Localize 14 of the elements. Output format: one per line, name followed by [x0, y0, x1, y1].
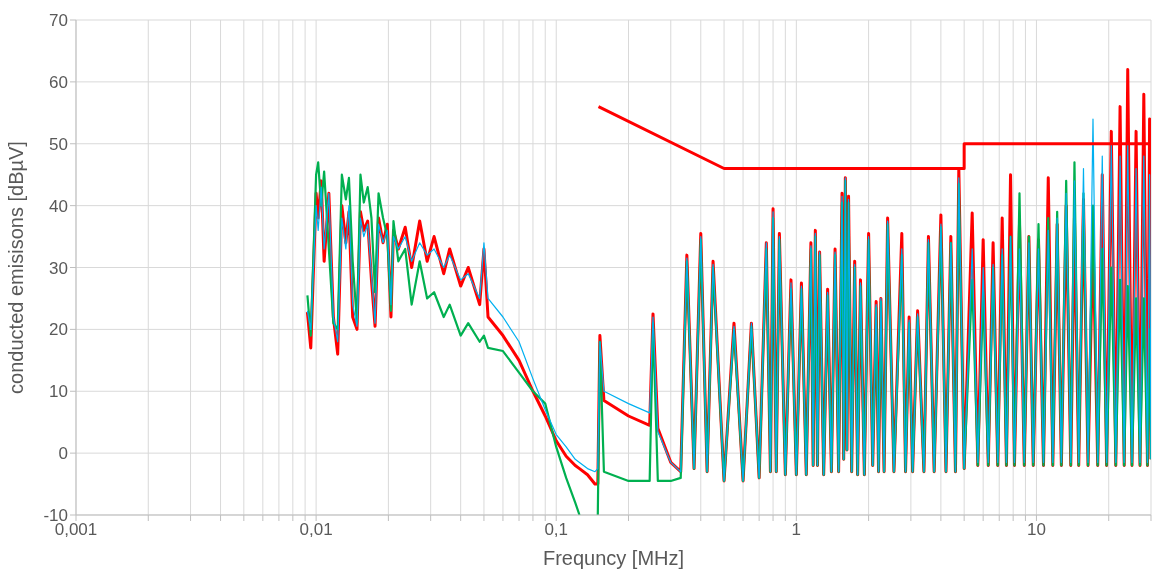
x-tick-label: 1: [791, 520, 802, 540]
x-tick-label: 0,01: [299, 520, 333, 540]
x-axis-title: Frequncy [MHz]: [542, 547, 685, 569]
y-tick-label: 70: [49, 11, 68, 31]
y-tick-label: 30: [49, 258, 68, 278]
y-axis-title: conducted emisisons [dBµV]: [5, 141, 28, 394]
y-tick-label: 10: [49, 382, 68, 402]
x-tick-label: 10: [1026, 520, 1046, 540]
y-tick-label: 20: [49, 320, 68, 340]
y-tick-label: 60: [49, 72, 68, 92]
y-tick-label: 50: [49, 134, 68, 154]
y-tick-label: 40: [49, 196, 68, 216]
x-tick-label: 0,1: [544, 520, 569, 540]
y-tick-label: 0: [58, 444, 68, 464]
